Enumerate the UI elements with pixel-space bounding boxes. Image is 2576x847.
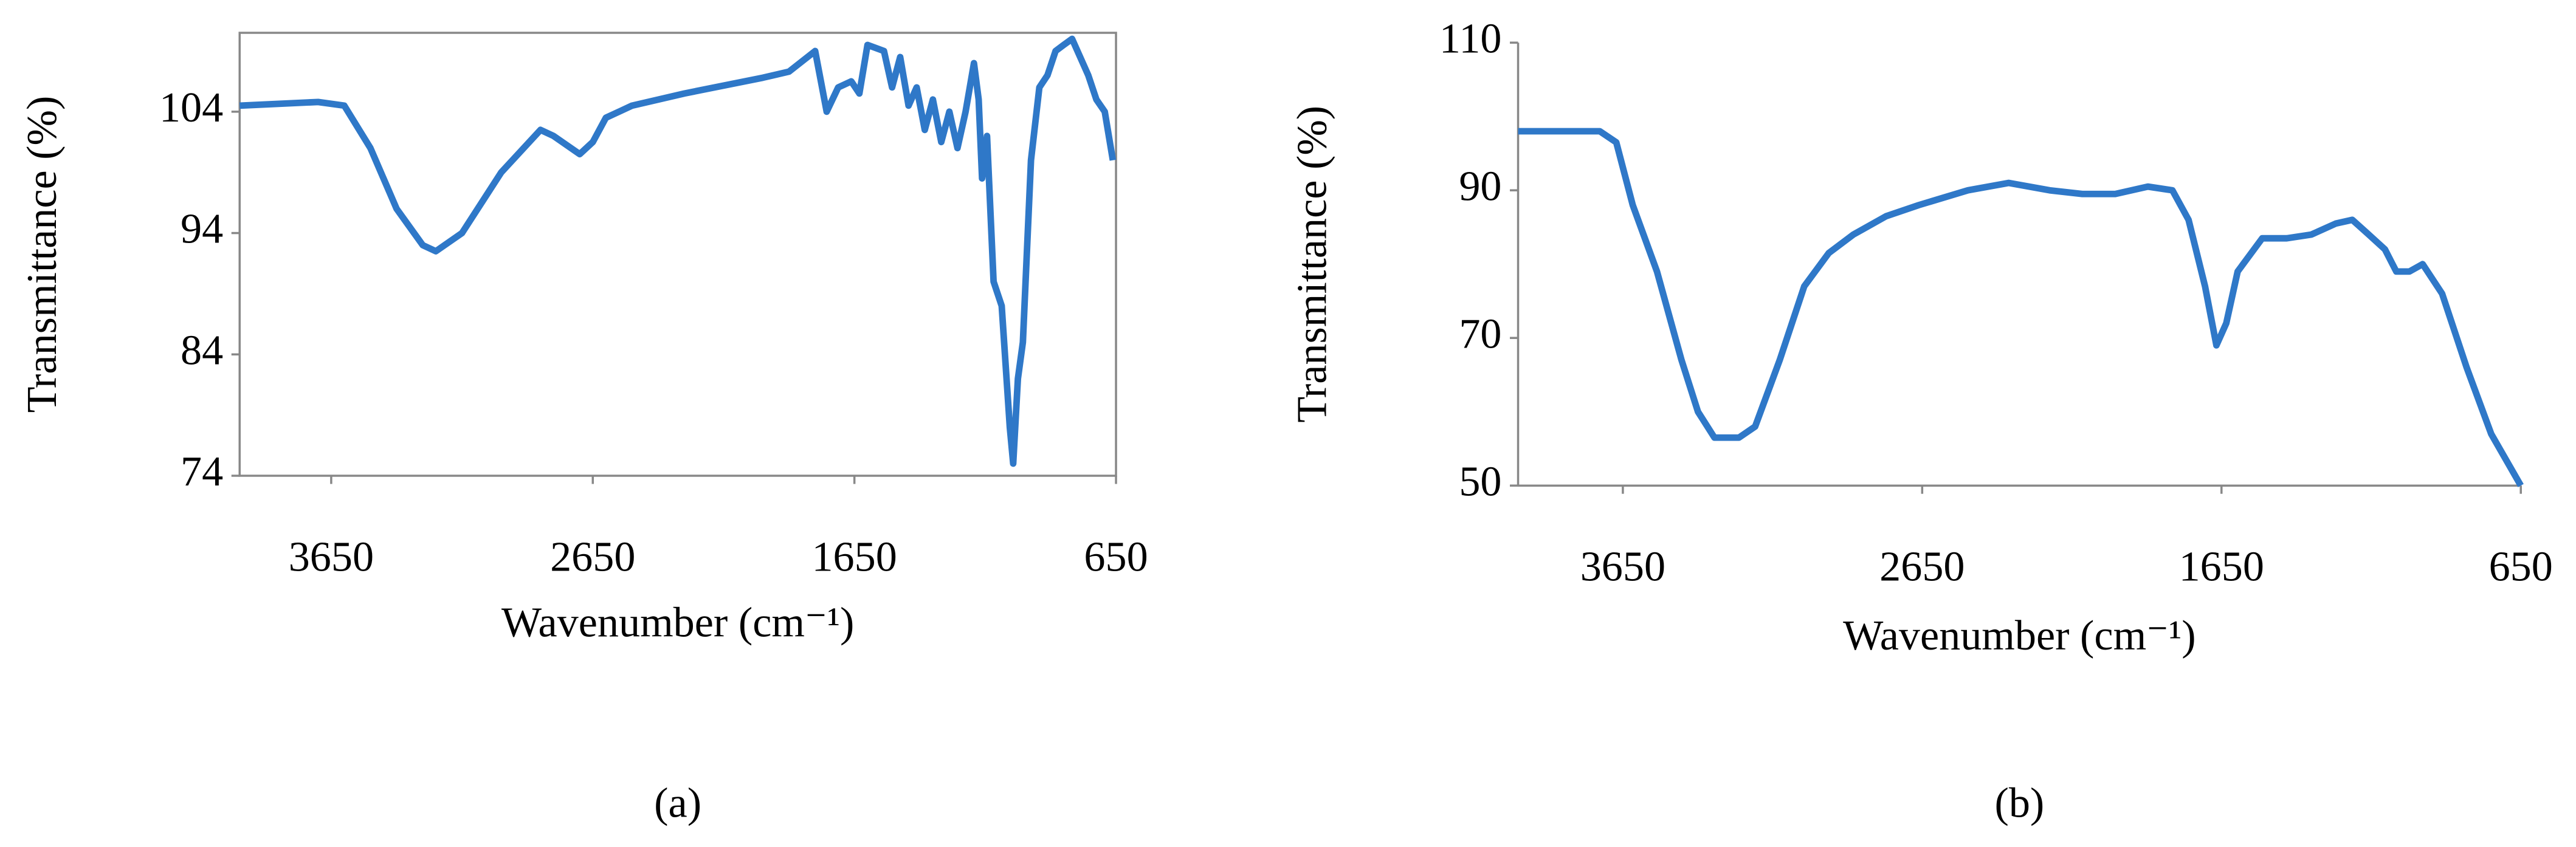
x-axis-label: Wavenumber (cm⁻¹): [1843, 612, 2196, 659]
x-tick-label: 3650: [289, 533, 374, 581]
x-tick-label: 2650: [550, 533, 635, 581]
panel-caption: (a): [654, 779, 701, 826]
y-tick-label: 110: [1439, 15, 1502, 62]
x-tick-label: 650: [2489, 543, 2553, 591]
y-tick-label: 104: [159, 84, 223, 131]
y-tick-label: 84: [181, 326, 223, 374]
y-axis-label: Transmittance (%): [18, 96, 66, 413]
plot-frame: [238, 32, 1117, 477]
x-axis-label: Wavenumber (cm⁻¹): [501, 599, 855, 646]
spectrum-line: [1518, 128, 2524, 487]
x-tick-label: 650: [1084, 533, 1148, 581]
y-tick-label: 50: [1459, 458, 1501, 505]
y-tick-label: 74: [181, 448, 223, 495]
x-tick-label: 1650: [2179, 543, 2264, 591]
y-axis-label: Transmittance (%): [1289, 106, 1336, 423]
y-tick-label: 70: [1459, 310, 1501, 357]
x-tick-label: 2650: [1879, 543, 1965, 591]
spectrum-line: [239, 35, 1117, 467]
x-tick-label: 1650: [811, 533, 897, 581]
panel-caption: (b): [1994, 779, 2044, 826]
y-tick-label: 90: [1459, 162, 1501, 210]
y-tick-label: 94: [181, 205, 223, 253]
x-tick-label: 3650: [1580, 543, 1665, 591]
